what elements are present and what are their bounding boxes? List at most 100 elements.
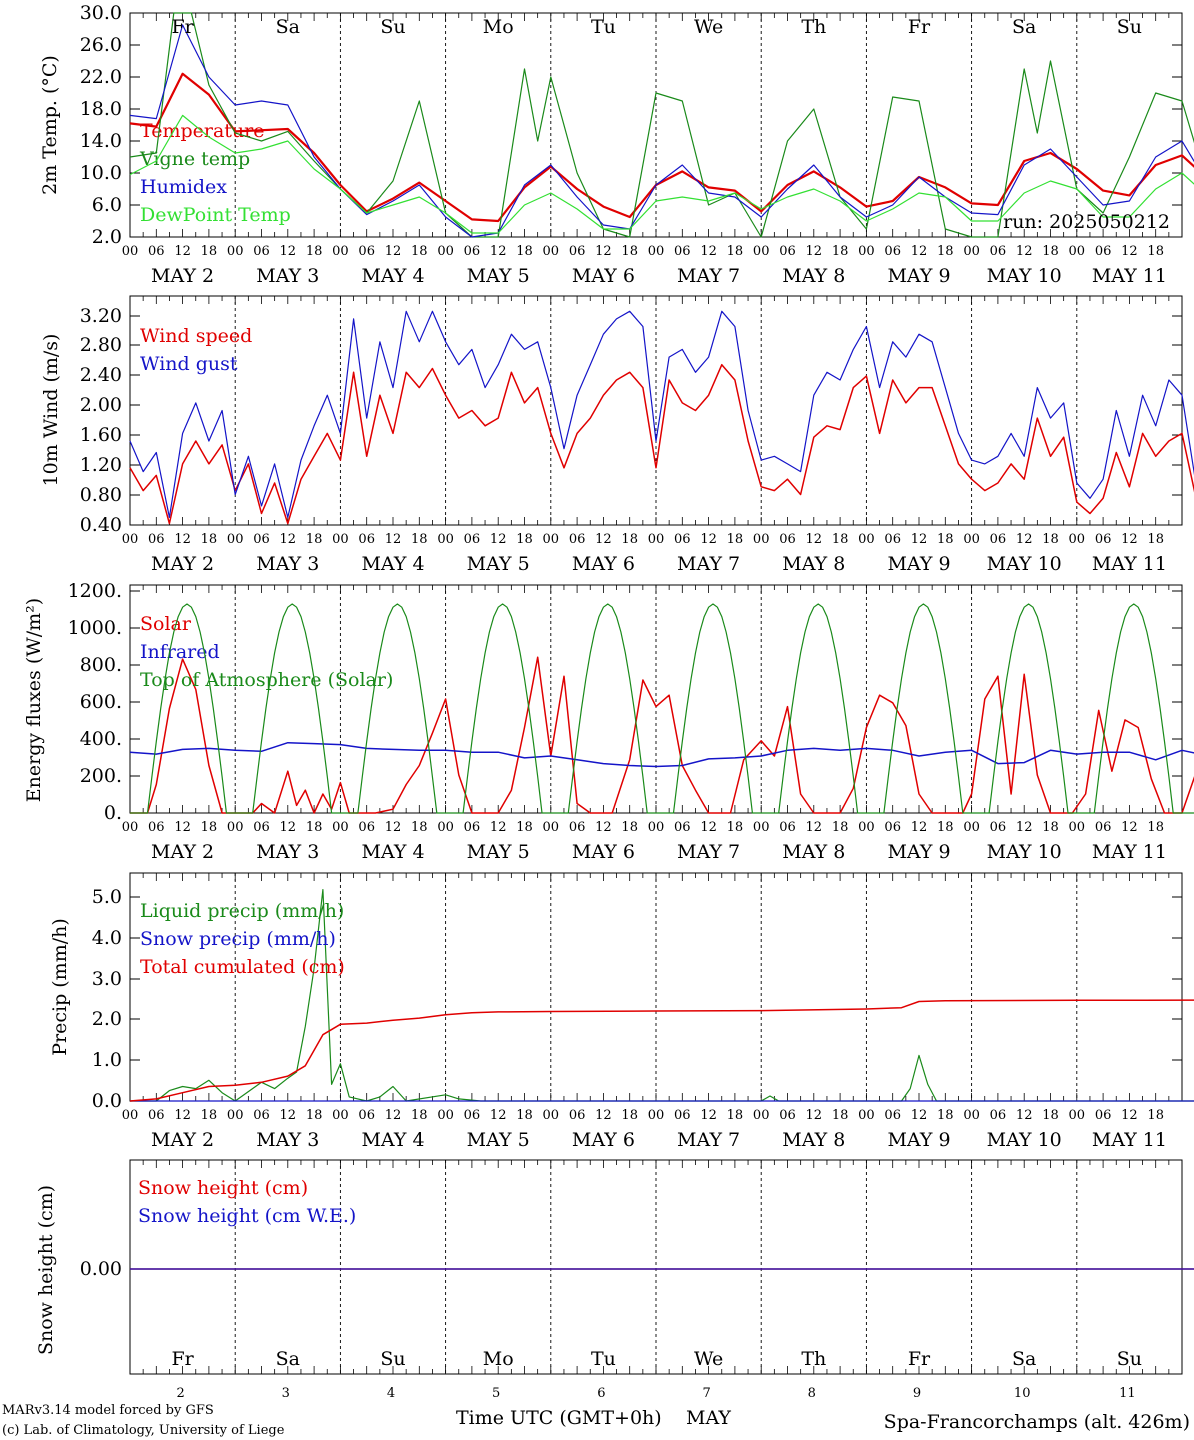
series-line-top-of-atmosphere-solar- bbox=[130, 603, 1194, 814]
x-axis-label: Time UTC (GMT+0h) bbox=[456, 1407, 662, 1429]
y-tick-label: 1.20 bbox=[80, 454, 122, 476]
day-of-week-label: Th bbox=[801, 1348, 826, 1370]
y-tick-label: 1.0 bbox=[92, 1049, 122, 1071]
hour-tick-label: 18 bbox=[832, 1108, 849, 1123]
hour-tick-label: 12 bbox=[1121, 820, 1138, 835]
y-tick-label: 3.0 bbox=[92, 968, 122, 990]
day-number-label: 7 bbox=[702, 1386, 710, 1401]
y-tick-label: 800. bbox=[80, 654, 122, 676]
y-tick-label: 6.0 bbox=[92, 194, 122, 216]
date-label: MAY 4 bbox=[361, 841, 424, 863]
model-credit: MARv3.14 model forced by GFS bbox=[2, 1403, 214, 1418]
day-number-label: 9 bbox=[913, 1386, 921, 1401]
hour-tick-label: 00 bbox=[332, 820, 349, 835]
hour-tick-label: 12 bbox=[806, 820, 823, 835]
hour-tick-label: 00 bbox=[122, 1108, 139, 1123]
hour-tick-label: 12 bbox=[490, 532, 507, 547]
hour-tick-label: 00 bbox=[963, 244, 980, 259]
hour-tick-label: 18 bbox=[306, 532, 323, 547]
y-axis-label: Energy fluxes (W/m²) bbox=[23, 598, 45, 802]
series-line-total-cumulated-cm- bbox=[129, 999, 1194, 1102]
day-of-week-label: Sa bbox=[276, 1348, 300, 1370]
day-of-week-label: Sa bbox=[1012, 16, 1036, 38]
hour-tick-label: 12 bbox=[1016, 820, 1033, 835]
hour-tick-label: 06 bbox=[779, 532, 796, 547]
hour-tick-label: 06 bbox=[990, 532, 1007, 547]
hour-tick-label: 06 bbox=[990, 244, 1007, 259]
y-tick-label: 10.0 bbox=[80, 162, 122, 184]
y-tick-label: 0.80 bbox=[80, 484, 122, 506]
hour-tick-label: 12 bbox=[1016, 244, 1033, 259]
hour-tick-label: 12 bbox=[174, 244, 191, 259]
hour-tick-label: 18 bbox=[1147, 244, 1164, 259]
hour-tick-label: 18 bbox=[1147, 532, 1164, 547]
hour-tick-label: 06 bbox=[779, 1108, 796, 1123]
hour-tick-label: 00 bbox=[648, 820, 665, 835]
date-label: MAY 6 bbox=[572, 553, 635, 575]
legend-entry: Snow height (cm W.E.) bbox=[138, 1205, 356, 1227]
y-tick-label: 22.0 bbox=[80, 66, 122, 88]
date-label: MAY 2 bbox=[151, 265, 214, 287]
hour-tick-label: 06 bbox=[253, 244, 270, 259]
hour-tick-label: 00 bbox=[1069, 820, 1086, 835]
hour-tick-label: 12 bbox=[1016, 1108, 1033, 1123]
hour-tick-label: 06 bbox=[148, 1108, 165, 1123]
hour-tick-label: 00 bbox=[437, 532, 454, 547]
day-of-week-label: Sa bbox=[276, 16, 300, 38]
hour-tick-label: 06 bbox=[358, 820, 375, 835]
date-label: MAY 3 bbox=[256, 841, 319, 863]
hour-tick-label: 18 bbox=[832, 532, 849, 547]
hour-tick-label: 06 bbox=[148, 244, 165, 259]
hour-tick-label: 12 bbox=[700, 244, 717, 259]
day-of-week-label: Su bbox=[1117, 1348, 1142, 1370]
hour-tick-label: 12 bbox=[174, 532, 191, 547]
legend-entry: Vigne temp bbox=[139, 148, 250, 170]
date-label: MAY 2 bbox=[151, 841, 214, 863]
hour-tick-label: 18 bbox=[411, 1108, 428, 1123]
hour-tick-label: 18 bbox=[516, 1108, 533, 1123]
date-label: MAY 11 bbox=[1092, 553, 1167, 575]
hour-tick-label: 12 bbox=[595, 1108, 612, 1123]
hour-tick-label: 06 bbox=[1095, 820, 1112, 835]
y-tick-label: 5.0 bbox=[92, 886, 122, 908]
day-number-label: 5 bbox=[492, 1386, 500, 1401]
hour-tick-label: 12 bbox=[1016, 532, 1033, 547]
legend-entry: Total cumulated (cm) bbox=[140, 956, 345, 978]
hour-tick-label: 12 bbox=[911, 1108, 928, 1123]
hour-tick-label: 06 bbox=[674, 532, 691, 547]
hour-tick-label: 06 bbox=[674, 820, 691, 835]
hour-tick-label: 18 bbox=[727, 820, 744, 835]
date-label: MAY 5 bbox=[467, 265, 530, 287]
hour-tick-label: 12 bbox=[1121, 1108, 1138, 1123]
hour-tick-label: 06 bbox=[884, 532, 901, 547]
lab-credit: (c) Lab. of Climatology, University of L… bbox=[2, 1423, 285, 1438]
series-line-temperature bbox=[129, 72, 1194, 223]
hour-tick-label: 18 bbox=[201, 1108, 218, 1123]
hour-tick-label: 00 bbox=[858, 532, 875, 547]
series-line-infrared bbox=[129, 741, 1194, 768]
hour-tick-label: 06 bbox=[1095, 532, 1112, 547]
date-label: MAY 4 bbox=[361, 1129, 424, 1151]
date-label: MAY 9 bbox=[887, 553, 950, 575]
hour-tick-label: 00 bbox=[858, 244, 875, 259]
day-number-label: 10 bbox=[1014, 1386, 1031, 1401]
legend-entry: Solar bbox=[140, 613, 192, 635]
hour-tick-label: 06 bbox=[253, 532, 270, 547]
hour-tick-label: 00 bbox=[963, 820, 980, 835]
hour-tick-label: 00 bbox=[332, 1108, 349, 1123]
date-label: MAY 7 bbox=[677, 841, 740, 863]
date-label: MAY 9 bbox=[887, 265, 950, 287]
date-label: MAY 10 bbox=[987, 1129, 1062, 1151]
legend-entry: Infrared bbox=[140, 641, 220, 663]
hour-tick-label: 12 bbox=[595, 532, 612, 547]
date-label: MAY 10 bbox=[987, 265, 1062, 287]
legend-entry: Top of Atmosphere (Solar) bbox=[140, 669, 393, 691]
hour-tick-label: 18 bbox=[306, 820, 323, 835]
hour-tick-label: 12 bbox=[1121, 244, 1138, 259]
hour-tick-label: 12 bbox=[806, 244, 823, 259]
day-of-week-label: Sa bbox=[1012, 1348, 1036, 1370]
hour-tick-label: 00 bbox=[437, 820, 454, 835]
hour-tick-label: 06 bbox=[884, 244, 901, 259]
hour-tick-label: 00 bbox=[543, 244, 560, 259]
y-tick-label: 26.0 bbox=[80, 34, 122, 56]
